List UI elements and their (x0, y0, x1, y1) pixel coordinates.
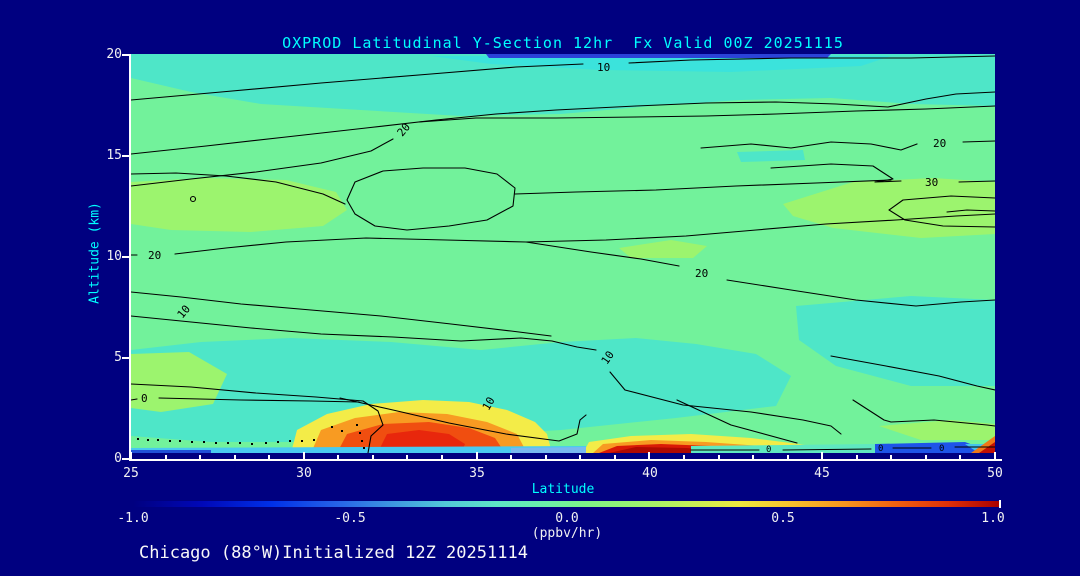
x-major-tick (994, 452, 996, 459)
colorbar-tick-label: 1.0 (981, 511, 1005, 526)
x-minor-tick (855, 455, 858, 459)
colorbar-tick-label: -0.5 (334, 511, 366, 526)
y-tick-label: 20 (106, 47, 122, 62)
x-minor-tick (786, 455, 789, 459)
x-minor-tick (441, 455, 444, 459)
x-minor-tick (924, 455, 927, 459)
x-minor-tick (890, 455, 893, 459)
y-tick-label: 15 (106, 148, 122, 163)
colorbar-tick-label: -1.0 (117, 511, 149, 526)
x-tick-label: 35 (469, 466, 485, 481)
x-major-tick (475, 452, 478, 459)
colorbar (133, 501, 1000, 507)
dotted-contour (137, 424, 365, 449)
cross-section-plot: 10 20 20 30 20 10 0 20 10 10 0 0 0 (131, 54, 995, 453)
contour-label: 30 (925, 176, 938, 189)
station-init-label: Chicago (88°W)Initialized 12Z 20251114 (139, 543, 528, 563)
x-minor-tick (268, 455, 271, 459)
y-major-tick (122, 357, 131, 359)
x-major-tick (302, 452, 305, 459)
x-minor-tick (959, 455, 962, 459)
x-minor-tick (579, 455, 582, 459)
colorbar-tick-label: 0.0 (555, 511, 579, 526)
x-minor-tick (371, 455, 374, 459)
colorbar-end-cap (999, 500, 1001, 508)
x-tick-label: 40 (642, 466, 658, 481)
y-major-tick (122, 155, 131, 157)
x-tick-label: 25 (123, 466, 139, 481)
x-minor-tick (337, 455, 340, 459)
contour-label: 20 (933, 137, 946, 150)
x-minor-tick (164, 455, 167, 459)
contour-label: 0 (766, 445, 771, 453)
contour-label: 10 (599, 349, 617, 367)
contour-label: 0 (878, 444, 883, 453)
contour-lines (131, 55, 995, 453)
x-major-tick (130, 452, 132, 459)
x-minor-tick (406, 455, 409, 459)
colorbar-tick-label: 0.5 (771, 511, 795, 526)
x-minor-tick (510, 455, 513, 459)
colorbar-units: (ppbv/hr) (531, 526, 603, 541)
y-major-tick (122, 54, 131, 56)
fill-regions (131, 54, 995, 453)
x-tick-label: 45 (814, 466, 830, 481)
y-axis-title: Altitude (km) (87, 202, 103, 304)
contour-label: 20 (148, 249, 161, 262)
y-major-tick (122, 458, 131, 460)
x-tick-label: 30 (296, 466, 312, 481)
x-minor-tick (233, 455, 236, 459)
y-tick-label: 0 (114, 451, 122, 466)
surface-hotspot-primary (291, 400, 552, 453)
y-tick-label: 5 (114, 350, 122, 365)
contour-label: 10 (597, 61, 610, 74)
y-tick-label: 10 (106, 249, 122, 264)
contour-label: 10 (480, 395, 498, 413)
x-minor-tick (199, 455, 202, 459)
x-minor-tick (752, 455, 755, 459)
y-major-tick (122, 256, 131, 258)
contour-label: 0 (141, 392, 148, 405)
x-major-tick (648, 452, 651, 459)
contour-label: 0 (939, 444, 944, 453)
x-axis-title: Latitude (531, 482, 595, 497)
x-minor-tick (613, 455, 616, 459)
x-minor-tick (682, 455, 685, 459)
plot-title: OXPROD Latitudinal Y-Section 12hr Fx Val… (282, 34, 844, 52)
x-minor-tick (544, 455, 547, 459)
x-major-tick (821, 452, 824, 459)
x-tick-label: 50 (987, 466, 1003, 481)
contour-label: 20 (695, 267, 708, 280)
x-minor-tick (717, 455, 720, 459)
x-axis-line (129, 459, 1002, 461)
